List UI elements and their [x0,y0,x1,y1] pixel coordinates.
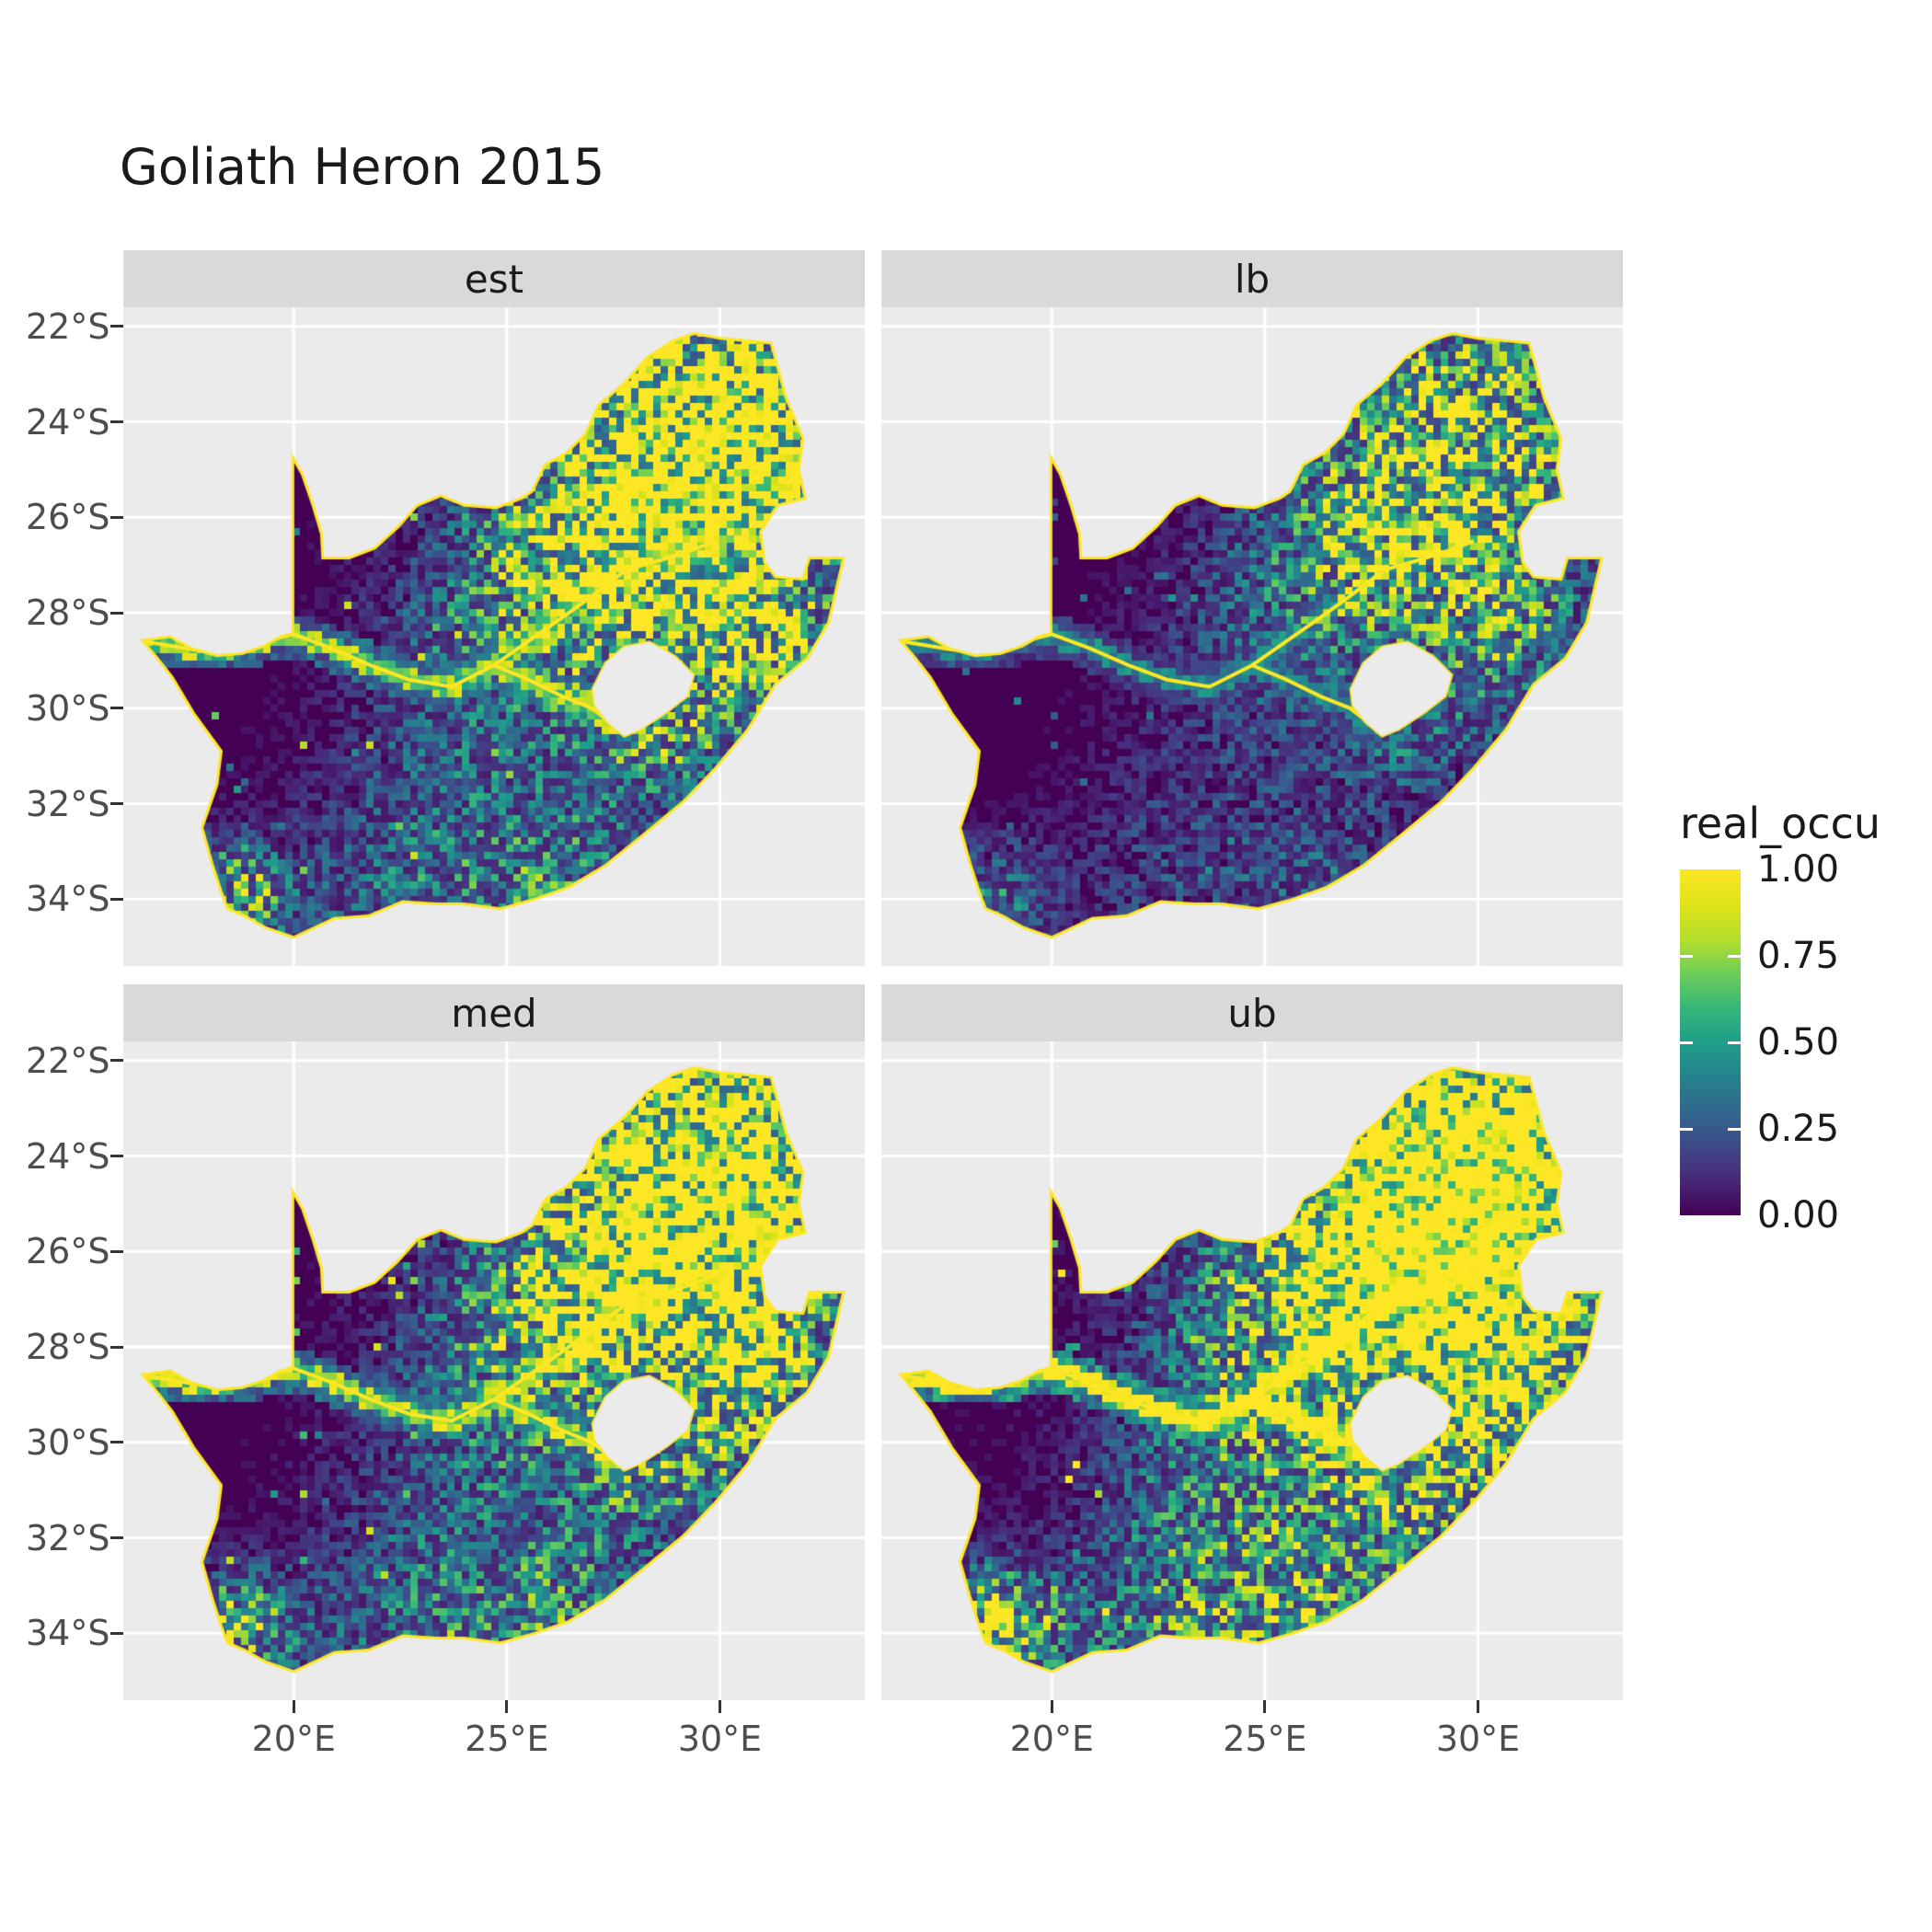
y-axis-tick-label: 32°S [26,783,110,824]
facet-strip-label: lb [1234,256,1271,302]
y-axis-tick-label: 22°S [26,1040,110,1081]
map-canvas-est [123,307,865,966]
x-axis-tick-label: 20°E [1009,1719,1094,1759]
facet-strip-med: med [123,984,865,1041]
map-canvas-ub [881,1041,1623,1700]
facet-strip-lb: lb [881,250,1623,307]
x-axis-tick-label: 30°E [1435,1719,1521,1759]
facet-strip-label: ub [1227,990,1277,1036]
x-axis-tick-mark [505,1700,509,1713]
y-axis-tick-mark [110,325,123,328]
panel-ub [881,1041,1623,1700]
facet-strip-ub: ub [881,984,1623,1041]
y-axis-tick-mark [110,1249,123,1253]
y-axis-tick-label: 24°S [26,1135,110,1177]
y-axis-tick-label: 30°S [26,687,110,729]
y-axis-tick-label: 28°S [26,1327,110,1368]
y-axis-tick-label: 32°S [26,1517,110,1558]
panel-est [123,307,865,966]
x-axis-tick-mark [719,1700,721,1713]
y-axis-tick-mark [110,802,123,806]
x-axis-tick-mark [1263,1700,1267,1713]
legend-tick-label: 1.00 [1757,848,1840,891]
y-axis-tick-mark [110,707,123,710]
panel-med [123,1041,865,1700]
y-axis-tick-label: 28°S [26,592,110,634]
y-axis-tick-label: 26°S [26,1231,110,1272]
x-axis-tick-label: 20°E [251,1719,336,1759]
panel-lb [881,307,1623,966]
y-axis-tick-label: 24°S [26,401,110,443]
y-axis-tick-mark [110,420,123,424]
y-axis-tick-mark [110,515,123,519]
x-axis-tick-mark [292,1700,295,1713]
map-canvas-lb [881,307,1623,966]
y-axis-tick-mark [110,1536,123,1540]
y-axis-tick-mark [110,897,123,901]
x-axis-tick-label: 25°E [465,1719,549,1759]
legend-colorbar-tick [1728,954,1741,958]
x-axis-tick-mark [1477,1700,1479,1713]
y-axis-tick-label: 22°S [26,305,110,347]
legend-tick-label: 0.00 [1757,1194,1840,1236]
legend-colorbar-tick [1680,1127,1693,1131]
map-canvas-med [123,1041,865,1700]
legend-tick-label: 0.25 [1757,1108,1840,1150]
y-axis-tick-mark [110,1059,123,1063]
y-axis-tick-mark [110,1441,123,1444]
legend-colorbar-tick [1680,1041,1693,1044]
x-axis-tick-mark [1050,1700,1053,1713]
y-axis-tick-mark [110,1631,123,1635]
legend-colorbar-tick [1728,1127,1741,1131]
legend-colorbar-tick [1728,1041,1741,1044]
facet-strip-label: med [451,990,537,1036]
y-axis-tick-mark [110,1155,123,1158]
facet-strip-est: est [123,250,865,307]
facet-strip-label: est [464,256,524,302]
y-axis-tick-mark [110,1345,123,1349]
x-axis-tick-label: 25°E [1223,1719,1307,1759]
plot-title: Goliath Heron 2015 [120,138,605,196]
y-axis-tick-label: 26°S [26,497,110,538]
legend-colorbar-tick [1680,954,1693,958]
legend-tick-label: 0.50 [1757,1021,1840,1064]
legend-tick-label: 0.75 [1757,935,1840,977]
y-axis-tick-label: 34°S [26,879,110,920]
y-axis-tick-mark [110,611,123,615]
legend-title: real_occu [1680,799,1881,848]
y-axis-tick-label: 30°S [26,1421,110,1463]
y-axis-tick-label: 34°S [26,1613,110,1654]
x-axis-tick-label: 30°E [677,1719,763,1759]
